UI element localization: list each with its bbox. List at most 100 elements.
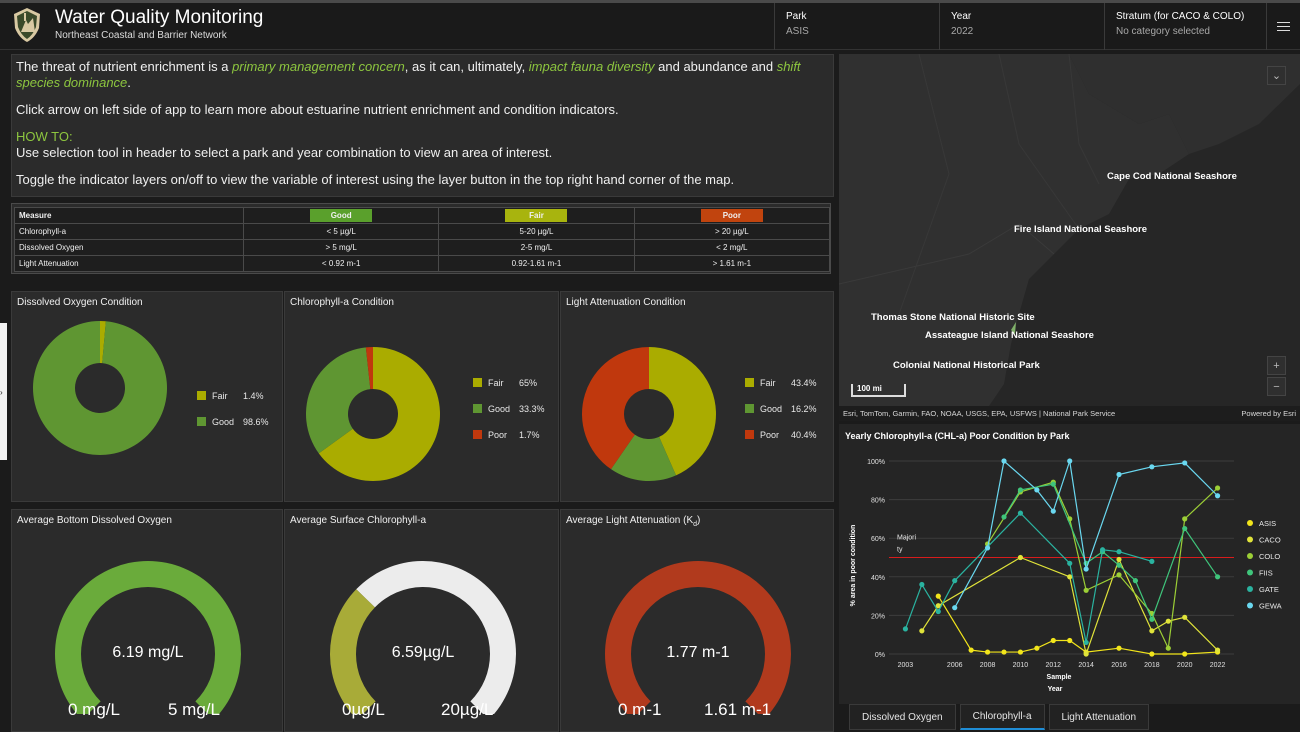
data-point-gewa[interactable] bbox=[984, 545, 991, 551]
layer-list-chevron-icon[interactable]: ⌄ bbox=[1267, 66, 1286, 85]
map-label[interactable]: Fire Island National Seashore bbox=[1014, 224, 1148, 235]
data-point-gate[interactable] bbox=[952, 578, 958, 584]
data-point-fiis[interactable] bbox=[1132, 578, 1139, 584]
zoom-out-icon[interactable]: − bbox=[1267, 377, 1286, 396]
year-selector[interactable]: Year 2022 bbox=[939, 3, 1104, 50]
data-point-gewa[interactable] bbox=[1034, 487, 1040, 493]
data-point-fiis[interactable] bbox=[1149, 616, 1155, 622]
data-point-fiis[interactable] bbox=[1214, 574, 1221, 580]
data-point-asis[interactable] bbox=[1050, 637, 1056, 644]
legend-label[interactable]: COLO bbox=[1259, 552, 1280, 561]
legend-marker bbox=[1247, 569, 1253, 576]
data-point-gate[interactable] bbox=[935, 608, 941, 615]
data-point-gewa[interactable] bbox=[1050, 508, 1056, 514]
legend-item: Fair 43.4% bbox=[745, 376, 817, 389]
map-label[interactable]: Colonial National Historical Park bbox=[893, 360, 1040, 371]
data-point-gewa[interactable] bbox=[1116, 471, 1122, 478]
donut-slice-poor[interactable] bbox=[582, 347, 649, 470]
data-point-gate[interactable] bbox=[919, 581, 925, 588]
tab-dissolved-oxygen[interactable]: Dissolved Oxygen bbox=[849, 704, 956, 730]
highlight-text: impact fauna diversity bbox=[528, 59, 655, 74]
park-value: ASIS bbox=[786, 26, 809, 37]
table-row: Dissolved Oxygen > 5 mg/L 2-5 mg/L < 2 m… bbox=[14, 239, 831, 256]
data-point-fiis[interactable] bbox=[1017, 487, 1024, 493]
map-label[interactable]: Assateague Island National Seashore bbox=[925, 330, 1094, 341]
gauge-value: 1.77 m-1 bbox=[666, 644, 730, 661]
data-point-gate[interactable] bbox=[1099, 547, 1106, 553]
data-point-caco[interactable] bbox=[1165, 618, 1171, 624]
donut-slice-good[interactable] bbox=[306, 347, 371, 454]
legend-label[interactable]: CACO bbox=[1259, 536, 1281, 545]
tab-light-attenuation[interactable]: Light Attenuation bbox=[1048, 704, 1150, 730]
zoom-in-icon[interactable]: + bbox=[1267, 356, 1286, 375]
hamburger-menu-icon[interactable] bbox=[1266, 3, 1300, 50]
data-point-gewa[interactable] bbox=[952, 605, 958, 611]
data-point-caco[interactable] bbox=[1149, 628, 1155, 634]
data-point-asis[interactable] bbox=[935, 593, 941, 599]
header-fair-cell: Fair bbox=[438, 207, 635, 224]
legend-value: 1.4% bbox=[243, 390, 264, 401]
data-point-gewa[interactable] bbox=[1149, 464, 1155, 470]
donut-slice-fair[interactable] bbox=[649, 347, 716, 476]
map-view[interactable]: ⌄ Cape Cod National Seashore Fire Island… bbox=[839, 54, 1300, 421]
data-point-colo[interactable] bbox=[1083, 587, 1089, 593]
data-point-caco[interactable] bbox=[1017, 554, 1024, 561]
data-point-asis[interactable] bbox=[984, 649, 991, 655]
scale-bar: 100 mi bbox=[851, 384, 906, 397]
donut-slice-poor[interactable] bbox=[365, 347, 373, 390]
data-point-asis[interactable] bbox=[1116, 645, 1122, 651]
data-point-fiis[interactable] bbox=[1050, 481, 1056, 487]
data-point-colo[interactable] bbox=[1165, 645, 1171, 651]
donut-slice-fair[interactable] bbox=[318, 347, 440, 481]
data-point-fiis[interactable] bbox=[1182, 525, 1188, 532]
data-point-asis[interactable] bbox=[968, 647, 974, 653]
data-point-fiis[interactable] bbox=[1116, 562, 1122, 568]
data-point-asis[interactable] bbox=[1017, 649, 1024, 655]
data-point-colo[interactable] bbox=[1214, 485, 1221, 491]
data-point-caco[interactable] bbox=[1083, 651, 1089, 657]
data-point-gewa[interactable] bbox=[1182, 460, 1188, 466]
legend-label[interactable]: FIIS bbox=[1259, 569, 1273, 578]
data-point-gate[interactable] bbox=[1149, 558, 1155, 564]
data-point-caco[interactable] bbox=[1214, 647, 1221, 653]
data-point-caco[interactable] bbox=[919, 628, 925, 634]
data-point-asis[interactable] bbox=[1067, 637, 1073, 644]
data-point-asis[interactable] bbox=[1034, 645, 1040, 651]
chl-gauge-card: Average Surface Chlorophyll-a 6.59µg/L 0… bbox=[284, 509, 559, 732]
park-selector[interactable]: Park ASIS bbox=[774, 3, 939, 50]
data-point-gate[interactable] bbox=[902, 626, 909, 632]
tab-chlorophyll-a[interactable]: Chlorophyll-a bbox=[959, 704, 1045, 730]
data-point-caco[interactable] bbox=[1182, 614, 1188, 620]
data-point-gewa[interactable] bbox=[1001, 458, 1007, 464]
data-point-gewa[interactable] bbox=[1214, 493, 1221, 499]
donut-slice-fair[interactable] bbox=[100, 321, 106, 364]
stratum-selector[interactable]: Stratum (for CACO & COLO) No category se… bbox=[1104, 3, 1266, 50]
data-point-asis[interactable] bbox=[1149, 651, 1155, 657]
data-point-caco[interactable] bbox=[1067, 574, 1073, 580]
data-point-colo[interactable] bbox=[1116, 572, 1122, 578]
donut-slice-good[interactable] bbox=[610, 434, 676, 481]
data-point-fiis[interactable] bbox=[1001, 514, 1007, 520]
data-point-gate[interactable] bbox=[1116, 549, 1122, 555]
expand-arrow-icon[interactable]: › bbox=[0, 388, 3, 397]
legend-label[interactable]: GEWA bbox=[1259, 602, 1282, 611]
data-point-gate[interactable] bbox=[1083, 639, 1089, 646]
map-label[interactable]: Thomas Stone National Historic Site bbox=[871, 312, 1035, 323]
legend-label[interactable]: ASIS bbox=[1259, 519, 1276, 528]
data-point-asis[interactable] bbox=[1001, 649, 1007, 655]
data-point-colo[interactable] bbox=[1182, 516, 1188, 522]
donut-slice-good[interactable] bbox=[32, 321, 167, 455]
data-point-caco[interactable] bbox=[1116, 556, 1122, 563]
side-panel-toggle[interactable] bbox=[0, 323, 7, 460]
good-pill: Good bbox=[310, 209, 373, 222]
data-point-caco[interactable] bbox=[935, 603, 941, 609]
data-point-gate[interactable] bbox=[1067, 560, 1073, 566]
powered-by-text[interactable]: Powered by Esri bbox=[1241, 409, 1296, 418]
data-point-gate[interactable] bbox=[1017, 510, 1024, 516]
data-point-gewa[interactable] bbox=[1067, 458, 1073, 464]
data-point-gewa[interactable] bbox=[1083, 566, 1089, 572]
legend-label[interactable]: GATE bbox=[1259, 585, 1279, 594]
data-point-asis[interactable] bbox=[1182, 651, 1188, 657]
map-label[interactable]: Cape Cod National Seashore bbox=[1107, 171, 1237, 182]
table-cell: > 20 µg/L bbox=[633, 223, 831, 240]
